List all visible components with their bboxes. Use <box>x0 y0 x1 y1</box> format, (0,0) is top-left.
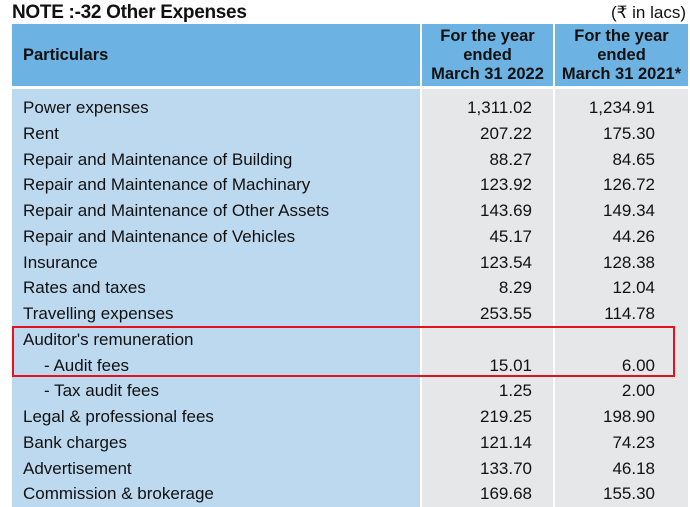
row-value-y2022: 253.55 <box>480 304 532 323</box>
row-label: Auditor's remuneration <box>23 329 194 349</box>
header-year-2022: For the year ended March 31 2022 <box>422 24 553 86</box>
row-label: Power expenses <box>23 98 149 117</box>
highlight-box <box>12 326 675 377</box>
row-value-y2021: 74.23 <box>612 432 655 452</box>
row-label: Rates and taxes <box>23 278 146 298</box>
table-header: Particulars For the year ended March 31 20… <box>12 24 688 86</box>
row-value-y2022: 121.14 <box>480 432 532 452</box>
particulars-column: Power expenses Rent Repair and Maintenance… <box>12 89 420 507</box>
row-value-y2022: 1,311.02 <box>467 98 532 117</box>
row-value-y2021: 149.34 <box>603 201 655 220</box>
row-value-y2022: 123.92 <box>480 175 532 195</box>
row-label: Legal & professional fees <box>23 407 214 426</box>
row-value-y2021: 175.30 <box>603 123 655 143</box>
table-body: Power expenses Rent Repair and Maintenance… <box>12 89 688 507</box>
row-value-y2021: 1,234.91 <box>588 98 655 117</box>
header-year-2021: For the year ended March 31 2021* <box>555 24 688 86</box>
row-value-y2022: 15.01 <box>489 355 532 375</box>
row-label: Repair and Maintenance of Building <box>23 149 293 169</box>
row-value-y2021: 155.30 <box>603 484 655 504</box>
year-2021-column: 1,234.91 175.30 84.65 126.72 149.34 44.26 128.… <box>555 89 688 507</box>
header-particulars: Particulars <box>12 24 420 86</box>
row-label: Travelling expenses <box>23 304 174 323</box>
year-2022-column: 1,311.02 207.22 88.27 123.92 143.69 45.17 123.… <box>422 89 553 507</box>
row-value-y2021: 12.04 <box>612 278 655 298</box>
row-label: Commission & brokerage <box>23 484 214 504</box>
note-title: NOTE :-32 Other Expenses <box>12 2 247 23</box>
row-label: Insurance <box>23 252 98 272</box>
row-value-y2021: 6.00 <box>621 355 655 375</box>
row-value-y2022: 207.22 <box>480 123 532 143</box>
row-value-y2022: 45.17 <box>489 226 532 246</box>
row-label: Repair and Maintenance of Vehicles <box>23 226 296 246</box>
row-value-y2022: 169.68 <box>480 484 532 504</box>
row-value-y2021: 46.18 <box>612 458 655 478</box>
row-label: Bank charges <box>23 432 127 452</box>
row-value-y2022: 1.25 <box>498 381 532 401</box>
row-value-y2022: 133.70 <box>480 458 532 478</box>
row-value-y2021: 114.78 <box>604 304 655 323</box>
expenses-table: Particulars For the year ended March 31 20… <box>12 24 688 507</box>
row-value-y2021: 126.72 <box>603 175 655 195</box>
unit-label: (₹ in lacs) <box>610 3 686 22</box>
row-value-y2021: 84.65 <box>612 149 655 169</box>
row-label: Repair and Maintenance of Other Assets <box>23 201 330 220</box>
row-label: Repair and Maintenance of Machinary <box>23 175 311 195</box>
row-value-y2021: 198.90 <box>603 407 655 426</box>
row-value-y2022: 123.54 <box>480 252 532 272</box>
row-value-y2022: 88.27 <box>489 149 532 169</box>
row-value-y2021: 44.26 <box>612 226 655 246</box>
row-value-y2022: 8.29 <box>498 278 532 298</box>
row-value-y2021: 2.00 <box>621 381 655 401</box>
row-value-y2022: 219.25 <box>480 407 532 426</box>
row-label: Rent <box>23 123 59 143</box>
row-label: Advertisement <box>23 458 132 478</box>
row-label: - Audit fees <box>44 355 130 375</box>
row-value-y2022: 143.69 <box>480 201 532 220</box>
row-label: - Tax audit fees <box>44 381 159 401</box>
row-value-y2021: 128.38 <box>603 252 655 272</box>
